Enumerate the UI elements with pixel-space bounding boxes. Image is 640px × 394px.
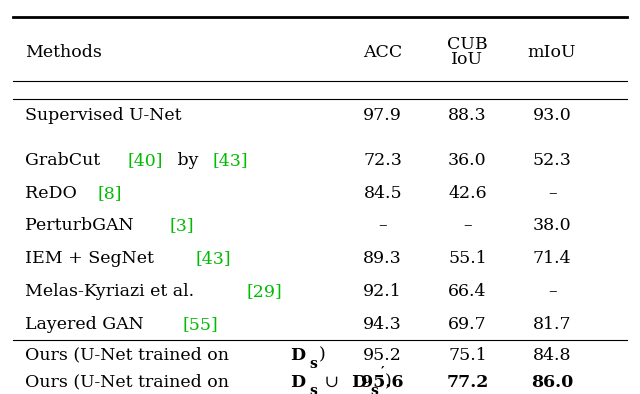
Text: 66.4: 66.4: [448, 283, 486, 300]
Text: –: –: [548, 283, 556, 300]
Text: s: s: [309, 384, 317, 394]
Text: [29]: [29]: [246, 283, 282, 300]
Text: D: D: [351, 374, 367, 391]
Text: [40]: [40]: [127, 152, 163, 169]
Text: CUB: CUB: [447, 36, 488, 53]
Text: ∪: ∪: [319, 374, 345, 391]
Text: ): ): [385, 374, 392, 391]
Text: IEM + SegNet: IEM + SegNet: [25, 250, 159, 267]
Text: GrabCut: GrabCut: [25, 152, 106, 169]
Text: 77.2: 77.2: [446, 374, 488, 391]
Text: [43]: [43]: [195, 250, 231, 267]
Text: ): ): [319, 347, 326, 364]
Text: s: s: [371, 384, 378, 394]
Text: 75.1: 75.1: [448, 347, 487, 364]
Text: [55]: [55]: [182, 316, 218, 333]
Text: 71.4: 71.4: [532, 250, 572, 267]
Text: –: –: [463, 217, 472, 234]
Text: –: –: [378, 217, 387, 234]
Text: mIoU: mIoU: [528, 44, 576, 61]
Text: Methods: Methods: [25, 44, 102, 61]
Text: 89.3: 89.3: [364, 250, 402, 267]
Text: [43]: [43]: [212, 152, 248, 169]
Text: 81.7: 81.7: [532, 316, 572, 333]
Text: 94.3: 94.3: [364, 316, 402, 333]
Text: Supervised U-Net: Supervised U-Net: [25, 108, 182, 125]
Text: 97.9: 97.9: [364, 108, 402, 125]
Text: IoU: IoU: [451, 52, 483, 69]
Text: [8]: [8]: [98, 185, 122, 202]
Text: PerturbGAN: PerturbGAN: [25, 217, 140, 234]
Text: 38.0: 38.0: [532, 217, 572, 234]
Text: ReDO: ReDO: [25, 185, 83, 202]
Text: by: by: [172, 152, 204, 169]
Text: 92.1: 92.1: [364, 283, 402, 300]
Text: [3]: [3]: [170, 217, 194, 234]
Text: ′: ′: [381, 366, 384, 380]
Text: Ours (U-Net trained on: Ours (U-Net trained on: [25, 347, 235, 364]
Text: Ours (U-Net trained on: Ours (U-Net trained on: [25, 374, 235, 391]
Text: 42.6: 42.6: [448, 185, 486, 202]
Text: 52.3: 52.3: [532, 152, 572, 169]
Text: 55.1: 55.1: [448, 250, 487, 267]
Text: Melas-Kyriazi et al.: Melas-Kyriazi et al.: [25, 283, 200, 300]
Text: D: D: [290, 347, 305, 364]
Text: 88.3: 88.3: [448, 108, 486, 125]
Text: 36.0: 36.0: [448, 152, 486, 169]
Text: 84.5: 84.5: [364, 185, 402, 202]
Text: 95.2: 95.2: [364, 347, 402, 364]
Text: 84.8: 84.8: [533, 347, 572, 364]
Text: 69.7: 69.7: [448, 316, 487, 333]
Text: –: –: [548, 185, 556, 202]
Text: 86.0: 86.0: [531, 374, 573, 391]
Text: Layered GAN: Layered GAN: [25, 316, 150, 333]
Text: ACC: ACC: [363, 44, 403, 61]
Text: s: s: [309, 357, 317, 371]
Text: D: D: [290, 374, 305, 391]
Text: 95.6: 95.6: [362, 374, 404, 391]
Text: 72.3: 72.3: [364, 152, 402, 169]
Text: 93.0: 93.0: [532, 108, 572, 125]
